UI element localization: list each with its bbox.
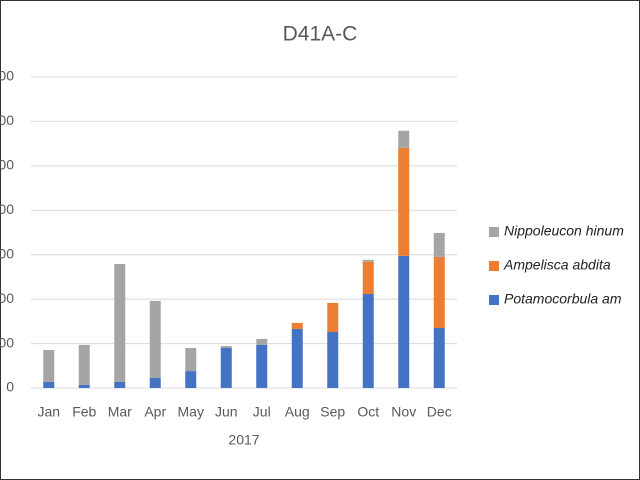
- bar-segment: [433, 256, 445, 329]
- y-tick-label: 1000: [0, 334, 14, 350]
- legend-swatch: [489, 295, 499, 305]
- bar-segment: [327, 332, 339, 388]
- bar-segment: [327, 302, 339, 333]
- x-tick-label: Feb: [72, 404, 96, 420]
- x-axis-label: 2017: [228, 432, 259, 448]
- bar-segment: [433, 328, 445, 388]
- x-tick-label: Jul: [253, 404, 271, 420]
- bar-segment: [149, 300, 161, 379]
- y-tick-label: 2000: [0, 290, 14, 306]
- y-tick-label: 6000: [0, 112, 14, 128]
- bar-segment: [291, 322, 303, 329]
- bar-segment: [185, 371, 197, 388]
- bar-segment: [398, 255, 410, 388]
- x-tick-label: Oct: [357, 404, 379, 420]
- legend-label: Potamocorbula am: [504, 291, 622, 307]
- bar-segment: [220, 348, 232, 388]
- y-tick-label: 5000: [0, 157, 14, 173]
- bar-segment: [114, 264, 126, 383]
- bar-segment: [362, 259, 374, 262]
- x-tick-label: Mar: [108, 404, 132, 420]
- x-tick-label: Aug: [285, 404, 310, 420]
- bar-segment: [398, 147, 410, 256]
- bar-segment: [362, 261, 374, 295]
- bar-segment: [291, 328, 303, 388]
- bar-segment: [256, 338, 268, 345]
- x-tick-label: Nov: [391, 404, 416, 420]
- bar-segment: [114, 382, 126, 388]
- x-tick-label: Dec: [427, 404, 452, 420]
- x-tick-label: Sep: [320, 404, 345, 420]
- bar-segment: [43, 350, 55, 383]
- legend-label: Nippoleucon hinum: [504, 223, 624, 239]
- bar-segment: [185, 348, 197, 372]
- legend-swatch: [489, 227, 499, 237]
- bar-segment: [78, 384, 90, 388]
- y-tick-label: 3000: [0, 245, 14, 261]
- bar-segment: [78, 344, 90, 385]
- legend-label: Ampelisca abdita: [503, 257, 611, 273]
- bar-segment: [433, 232, 445, 257]
- y-tick-label: 4000: [0, 201, 14, 217]
- y-tick-label: 0: [6, 379, 14, 395]
- bar-segment: [256, 344, 268, 388]
- bar-segment: [43, 382, 55, 388]
- bar-segment: [149, 378, 161, 388]
- x-tick-label: Jun: [215, 404, 238, 420]
- x-tick-label: May: [178, 404, 204, 420]
- legend-swatch: [489, 261, 499, 271]
- x-tick-label: Jan: [37, 404, 60, 420]
- bar-segment: [362, 294, 374, 388]
- chart-title: D41A-C: [283, 23, 358, 46]
- x-tick-label: Apr: [144, 404, 166, 420]
- bar-segment: [220, 346, 232, 349]
- bar-segment: [398, 130, 410, 148]
